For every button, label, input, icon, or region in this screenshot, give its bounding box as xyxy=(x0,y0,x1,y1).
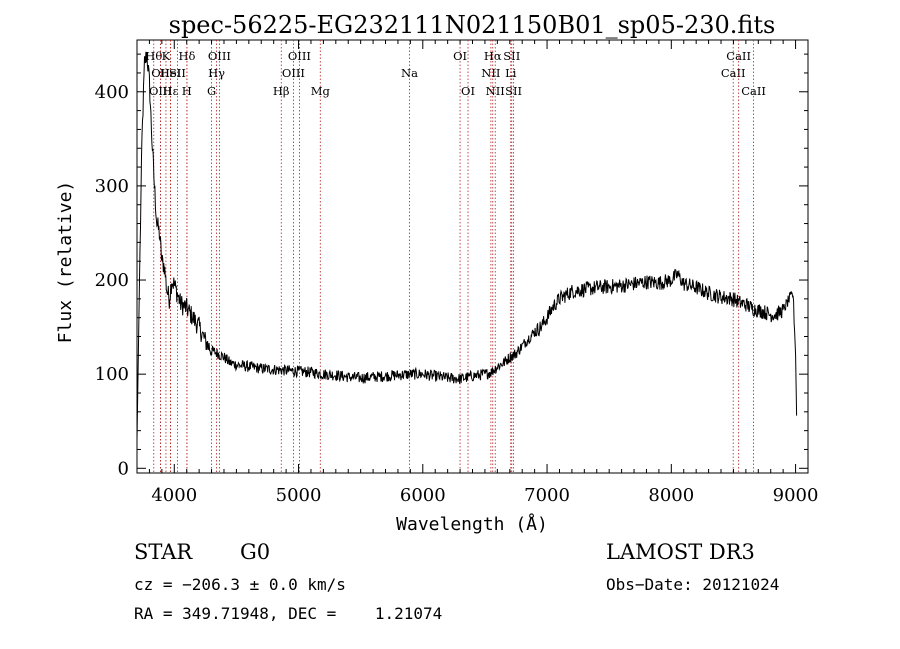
line-label-6: SII xyxy=(169,66,186,80)
y-axis-label: Flux (relative) xyxy=(55,181,76,344)
survey-name: LAMOST DR3 xyxy=(606,540,755,564)
line-label-13: OIII xyxy=(282,66,305,80)
line-label-0: Hθ xyxy=(145,49,162,63)
line-label-20: Hα xyxy=(484,49,502,63)
line-label-23: SII xyxy=(503,49,520,63)
line-label-14: OIII xyxy=(288,49,311,63)
line-label-26: CaII xyxy=(726,49,751,63)
x-tick-label-4000: 4000 xyxy=(151,485,197,506)
line-label-24: SII xyxy=(505,84,522,98)
spectrum-series-line xyxy=(136,51,798,441)
line-label-10: Hγ xyxy=(208,66,225,80)
x-tick-label-6000: 6000 xyxy=(400,485,446,506)
line-label-15: Mg xyxy=(311,84,331,98)
chart-title: spec-56225-EG232111N021150B01_sp05-230.f… xyxy=(169,11,776,39)
y-tick-label-100: 100 xyxy=(95,364,129,385)
line-label-3: K xyxy=(162,49,171,63)
x-tick-label-5000: 5000 xyxy=(276,485,322,506)
spectral-subclass: G0 xyxy=(240,540,271,564)
x-axis-label: Wavelength (Å) xyxy=(396,513,548,535)
x-tick-label-8000: 8000 xyxy=(648,485,694,506)
line-label-7: Hδ xyxy=(178,49,195,63)
x-tick-label-7000: 7000 xyxy=(524,485,570,506)
coordinates: RA = 349.71948, DEC = 1.21074 xyxy=(134,604,443,623)
line-label-17: OI xyxy=(453,49,467,63)
line-label-19: NII xyxy=(481,66,500,80)
line-label-21: NII xyxy=(486,84,505,98)
y-tick-label-200: 200 xyxy=(95,270,129,291)
object-class: STAR xyxy=(134,540,193,564)
line-label-5: Hε xyxy=(163,84,179,98)
line-label-8: H xyxy=(182,84,192,98)
line-label-25: CaII xyxy=(721,66,746,80)
line-label-27: CaII xyxy=(741,84,766,98)
line-label-2: OIII xyxy=(149,84,172,98)
line-label-11: OIII xyxy=(208,49,231,63)
line-label-12: Hβ xyxy=(273,84,290,98)
line-label-16: Na xyxy=(401,66,418,80)
y-tick-label-0: 0 xyxy=(118,458,129,479)
y-tick-label-400: 400 xyxy=(95,82,129,103)
plot-frame xyxy=(136,39,809,474)
x-tick-label-9000: 9000 xyxy=(773,485,819,506)
y-tick-label-300: 300 xyxy=(95,176,129,197)
redshift-cz: cz = −206.3 ± 0.0 km/s xyxy=(134,575,346,594)
line-label-22: Li xyxy=(505,66,517,80)
line-label-9: G xyxy=(207,84,216,98)
observation-date: Obs−Date: 20121024 xyxy=(606,575,780,594)
line-label-18: OI xyxy=(461,84,475,98)
